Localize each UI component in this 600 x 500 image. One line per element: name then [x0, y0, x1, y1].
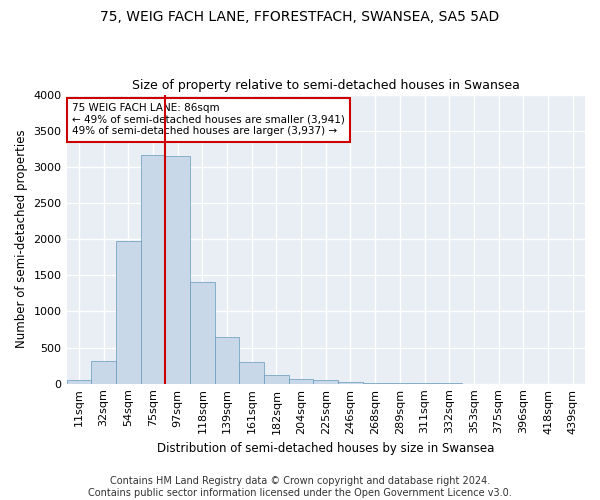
Text: Contains HM Land Registry data © Crown copyright and database right 2024.
Contai: Contains HM Land Registry data © Crown c… — [88, 476, 512, 498]
Bar — [239, 362, 264, 384]
Bar — [338, 382, 363, 384]
Bar — [289, 378, 313, 384]
Bar — [388, 383, 412, 384]
Bar — [313, 380, 338, 384]
Text: 75, WEIG FACH LANE, FFORESTFACH, SWANSEA, SA5 5AD: 75, WEIG FACH LANE, FFORESTFACH, SWANSEA… — [100, 10, 500, 24]
Bar — [67, 380, 91, 384]
Bar — [363, 382, 388, 384]
Text: 75 WEIG FACH LANE: 86sqm
← 49% of semi-detached houses are smaller (3,941)
49% o: 75 WEIG FACH LANE: 86sqm ← 49% of semi-d… — [72, 103, 344, 136]
Bar — [165, 156, 190, 384]
Bar — [264, 375, 289, 384]
Y-axis label: Number of semi-detached properties: Number of semi-detached properties — [15, 130, 28, 348]
Bar — [215, 338, 239, 384]
Bar — [116, 240, 140, 384]
Bar — [190, 282, 215, 384]
Title: Size of property relative to semi-detached houses in Swansea: Size of property relative to semi-detach… — [132, 79, 520, 92]
X-axis label: Distribution of semi-detached houses by size in Swansea: Distribution of semi-detached houses by … — [157, 442, 494, 455]
Bar — [140, 154, 165, 384]
Bar — [91, 362, 116, 384]
